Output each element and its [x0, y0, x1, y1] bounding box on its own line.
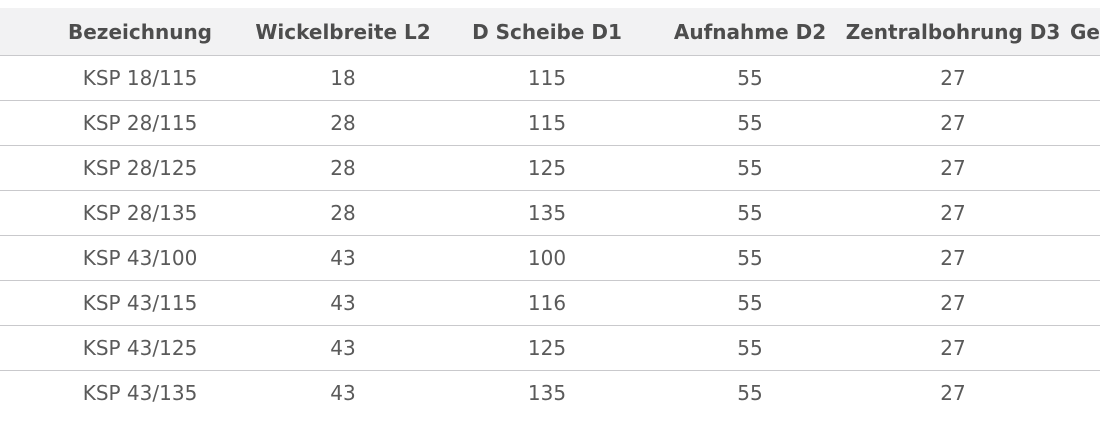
table-cell: 55: [737, 111, 763, 135]
table-cell: 55: [737, 201, 763, 225]
table-cell: 43: [330, 381, 356, 405]
table-cell: KSP 43/125: [82, 336, 198, 360]
table-cell: 27: [940, 156, 966, 180]
column-header: Ges: [1070, 20, 1100, 44]
table-cell: 27: [940, 336, 966, 360]
row-divider: [0, 370, 1100, 371]
table-cell: KSP 43/115: [82, 291, 198, 315]
table-cell: KSP 28/125: [82, 156, 198, 180]
row-divider: [0, 100, 1100, 101]
table-cell: 27: [940, 291, 966, 315]
table-cell: 27: [940, 246, 966, 270]
row-divider: [0, 325, 1100, 326]
row-divider: [0, 235, 1100, 236]
table-cell: 115: [527, 66, 567, 90]
column-header: Zentralbohrung D3: [845, 20, 1061, 44]
column-header: Wickelbreite L2: [255, 20, 431, 44]
table-cell: 116: [527, 291, 567, 315]
table-cell: KSP 43/100: [82, 246, 198, 270]
table-cell: 135: [527, 381, 567, 405]
table-cell: 28: [330, 156, 356, 180]
table-cell: 27: [940, 111, 966, 135]
table-cell: KSP 43/135: [82, 381, 198, 405]
table-cell: 43: [330, 291, 356, 315]
table-cell: 55: [737, 156, 763, 180]
table-cell: 28: [330, 201, 356, 225]
table-cell: 27: [940, 66, 966, 90]
column-header: D Scheibe D1: [472, 20, 622, 44]
table-cell: 55: [737, 291, 763, 315]
table-cell: 135: [527, 201, 567, 225]
table-cell: 27: [940, 381, 966, 405]
table-cell: 55: [737, 246, 763, 270]
table-cell: KSP 28/115: [82, 111, 198, 135]
table-cell: 43: [330, 336, 356, 360]
column-header: Aufnahme D2: [673, 20, 827, 44]
table-cell: 100: [527, 246, 567, 270]
table-cell: 55: [737, 381, 763, 405]
table-cell: 115: [527, 111, 567, 135]
row-divider: [0, 190, 1100, 191]
table-cell: 43: [330, 246, 356, 270]
table-header: [0, 8, 1100, 56]
column-header: Bezeichnung: [68, 20, 212, 44]
table-cell: 28: [330, 111, 356, 135]
table-cell: 55: [737, 66, 763, 90]
table-cell: 125: [527, 336, 567, 360]
table-cell: 55: [737, 336, 763, 360]
row-divider: [0, 280, 1100, 281]
table-cell: 18: [330, 66, 356, 90]
table-cell: 27: [940, 201, 966, 225]
table-cell: KSP 28/135: [82, 201, 198, 225]
table-cell: 125: [527, 156, 567, 180]
row-divider: [0, 145, 1100, 146]
table-cell: KSP 18/115: [82, 66, 198, 90]
